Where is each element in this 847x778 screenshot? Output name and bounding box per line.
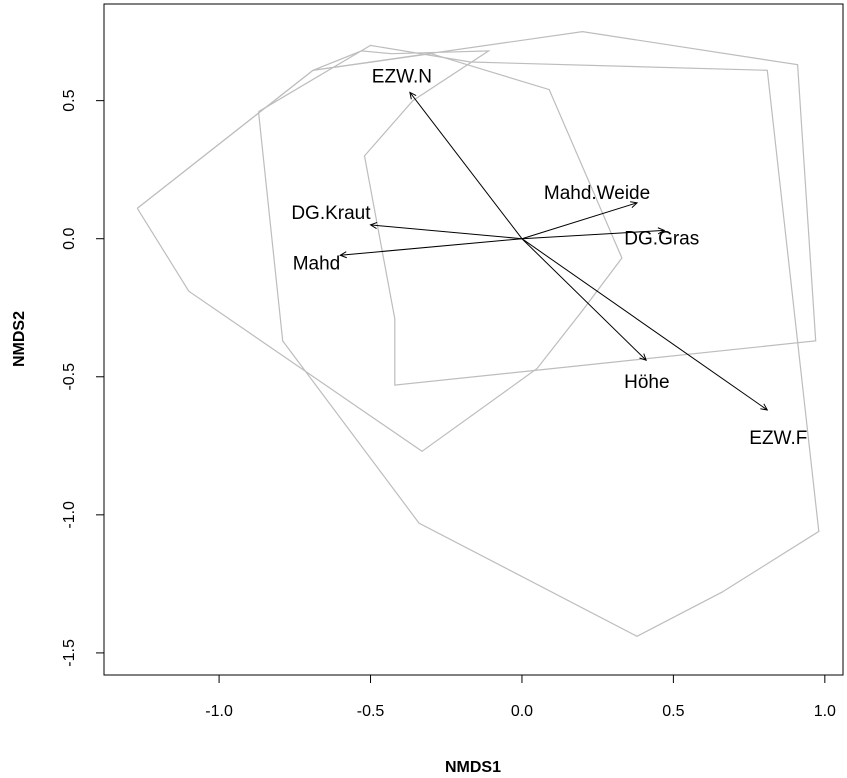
vector-ezw-n — [409, 92, 523, 240]
hull-3 — [257, 44, 820, 637]
vector-label-mahd-weide: Mahd.Weide — [544, 183, 650, 204]
hulls-layer — [136, 30, 820, 637]
y-axis-title: NMDS2 — [11, 311, 28, 367]
vector-dg-kraut — [370, 224, 523, 240]
x-tick-label: 0.0 — [511, 703, 533, 720]
plot-frame — [103, 3, 844, 676]
vector-label-ezw-f: EZW.F — [749, 428, 807, 449]
hull-2 — [136, 53, 623, 453]
vector-arrowhead-dg-gras — [657, 227, 666, 235]
vector-arrowhead-mahd — [339, 251, 347, 259]
y-tick-label: 0.0 — [61, 227, 78, 249]
hull-1 — [136, 30, 817, 386]
vector-mahd — [340, 238, 523, 256]
vector-ezw-f — [521, 238, 768, 411]
vector-label-h-he: Höhe — [624, 372, 669, 393]
vector-label-ezw-n: EZW.N — [372, 66, 432, 87]
vector-arrowhead-h-he — [639, 353, 647, 362]
vector-label-dg-kraut: DG.Kraut — [291, 203, 371, 224]
vector-label-mahd: Mahd — [293, 253, 341, 274]
vector-h-he — [521, 238, 647, 361]
vector-mahd-weide — [521, 202, 638, 240]
x-axis-title: NMDS1 — [445, 759, 501, 776]
x-tick-label: -0.5 — [357, 703, 385, 720]
y-axis: -1.5 -1.0 -0.5 0.0 0.5 — [61, 89, 105, 667]
x-axis: -1.0 -0.5 0.0 0.5 1.0 — [205, 674, 836, 720]
vector-dg-gras — [521, 229, 665, 240]
vector-arrowhead-mahd-weide — [630, 201, 639, 208]
y-tick-label: -0.5 — [61, 363, 78, 391]
y-tick-label: -1.0 — [61, 501, 78, 529]
vector-label-dg-gras: DG.Gras — [624, 228, 699, 249]
y-tick-label: -1.5 — [61, 639, 78, 667]
vector-arrowhead-ezw-n — [409, 91, 417, 100]
vector-arrowhead-ezw-f — [760, 403, 769, 411]
x-tick-label: 1.0 — [814, 703, 836, 720]
vectors-layer: EZW.N Mahd.Weide DG.Gras DG.Kraut Mahd Höhe EZ… — [291, 66, 807, 449]
y-tick-label: 0.5 — [61, 89, 78, 111]
x-tick-label: 0.5 — [662, 703, 684, 720]
x-tick-label: -1.0 — [205, 703, 233, 720]
vector-arrowhead-dg-kraut — [369, 221, 378, 229]
